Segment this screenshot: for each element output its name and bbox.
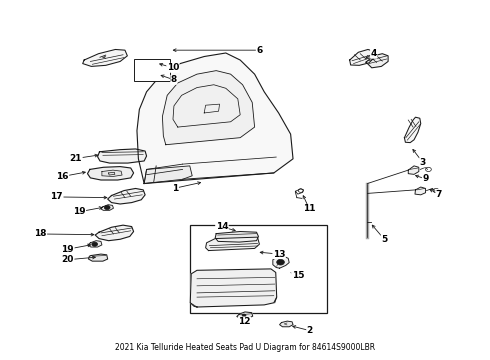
- Circle shape: [277, 259, 284, 265]
- Text: 18: 18: [34, 229, 47, 238]
- Text: 16: 16: [56, 172, 69, 181]
- Text: 19: 19: [73, 207, 86, 216]
- Text: 15: 15: [292, 271, 304, 280]
- Circle shape: [242, 314, 246, 317]
- Polygon shape: [215, 231, 258, 242]
- Polygon shape: [206, 237, 259, 251]
- Text: 14: 14: [216, 222, 228, 231]
- Polygon shape: [95, 225, 134, 241]
- Text: 1: 1: [172, 184, 178, 193]
- Polygon shape: [404, 117, 421, 143]
- Text: 11: 11: [303, 204, 316, 213]
- Polygon shape: [137, 53, 293, 184]
- Text: 9: 9: [422, 175, 429, 184]
- Polygon shape: [141, 64, 153, 69]
- Polygon shape: [415, 187, 425, 195]
- Text: 10: 10: [167, 63, 179, 72]
- Polygon shape: [108, 189, 145, 204]
- Text: 5: 5: [381, 235, 388, 244]
- Polygon shape: [366, 54, 388, 68]
- Bar: [134, 59, 170, 81]
- Text: 4: 4: [370, 49, 377, 58]
- Text: 8: 8: [171, 75, 177, 84]
- Circle shape: [142, 66, 146, 69]
- Bar: [190, 225, 327, 312]
- Text: 12: 12: [238, 317, 251, 326]
- Polygon shape: [190, 269, 277, 307]
- Circle shape: [155, 73, 159, 76]
- Polygon shape: [408, 166, 419, 174]
- Text: 20: 20: [62, 255, 74, 264]
- Text: 2: 2: [307, 326, 313, 335]
- Polygon shape: [237, 312, 253, 318]
- Polygon shape: [144, 166, 192, 184]
- Text: 2021 Kia Telluride Heated Seats Pad U Diagram for 84614S9000LBR: 2021 Kia Telluride Heated Seats Pad U Di…: [115, 343, 375, 352]
- Polygon shape: [83, 49, 127, 66]
- Polygon shape: [162, 71, 255, 145]
- Polygon shape: [89, 254, 108, 261]
- Text: 7: 7: [436, 190, 442, 199]
- Text: 6: 6: [256, 46, 263, 55]
- Circle shape: [104, 206, 110, 210]
- Polygon shape: [273, 256, 289, 268]
- Text: 21: 21: [70, 154, 82, 163]
- Polygon shape: [101, 205, 113, 210]
- Polygon shape: [280, 321, 293, 327]
- Text: 3: 3: [419, 158, 426, 167]
- Text: 17: 17: [50, 193, 63, 202]
- Circle shape: [92, 242, 98, 246]
- Polygon shape: [350, 49, 375, 66]
- Text: 13: 13: [273, 249, 285, 258]
- Polygon shape: [88, 241, 102, 247]
- Polygon shape: [102, 170, 122, 176]
- Text: 19: 19: [61, 245, 74, 254]
- Polygon shape: [88, 167, 134, 180]
- Polygon shape: [98, 149, 147, 163]
